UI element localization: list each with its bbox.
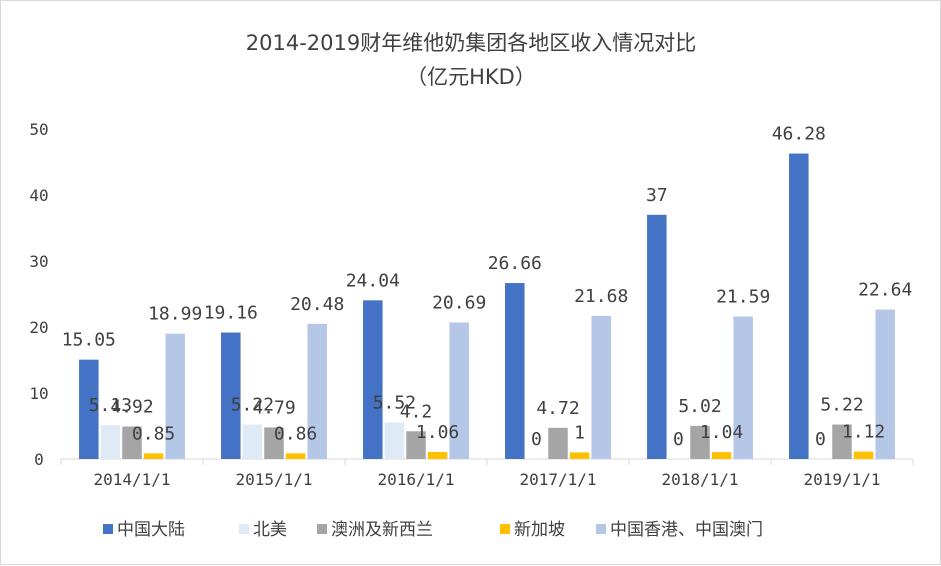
data-label: 22.64 (858, 280, 912, 301)
legend-label: 北美 (253, 520, 287, 540)
data-label: 4.2 (400, 401, 433, 422)
data-label: 0 (531, 429, 542, 450)
bar (832, 424, 852, 459)
bar (591, 315, 611, 459)
bar (733, 316, 753, 459)
bar (647, 214, 667, 459)
data-label: 24.04 (346, 270, 400, 291)
bar (384, 422, 405, 459)
bar (711, 452, 732, 459)
bar (264, 427, 284, 459)
x-tick-label: 2019/1/1 (803, 470, 880, 489)
bar (285, 453, 306, 459)
data-label: 1 (574, 422, 585, 443)
data-label: 5.22 (231, 395, 274, 416)
x-tick-label: 2016/1/1 (377, 470, 454, 489)
legend-swatch (239, 524, 249, 534)
data-label: 4.72 (536, 398, 579, 419)
bar (690, 425, 710, 459)
bar (307, 323, 327, 459)
data-label: 26.66 (488, 253, 542, 274)
bar (449, 322, 469, 459)
data-label: 0.86 (274, 423, 317, 444)
bar-series-group (79, 153, 895, 459)
y-tick-label: 0 (34, 450, 44, 469)
bar (165, 333, 185, 459)
data-label: 1.04 (700, 422, 743, 443)
bar (143, 453, 164, 459)
bar (853, 451, 874, 459)
bar (569, 452, 590, 459)
data-label: 0.85 (132, 423, 175, 444)
bar (122, 426, 142, 459)
x-tick-label: 2014/1/1 (93, 470, 170, 489)
y-tick-label: 40 (29, 186, 48, 205)
data-label: 20.69 (432, 292, 486, 313)
data-label: 15.05 (62, 330, 116, 351)
y-tick-label: 20 (29, 318, 48, 337)
data-label: 21.59 (716, 287, 770, 308)
data-label: 37 (646, 185, 668, 206)
legend-swatch (103, 524, 113, 534)
bar (875, 309, 895, 459)
bar (221, 332, 241, 459)
legend-swatch (596, 524, 606, 534)
bar (242, 424, 263, 459)
data-label: 0 (673, 429, 684, 450)
bar (505, 283, 525, 459)
data-label: 5.52 (373, 393, 416, 414)
y-axis: 0 10 20 30 40 50 (29, 120, 48, 469)
chart-subtitle: （亿元HKD） (406, 65, 536, 89)
legend-swatch (500, 524, 510, 534)
data-label: 0 (815, 429, 826, 450)
data-label: 19.16 (204, 303, 258, 324)
y-tick-label: 30 (29, 252, 48, 271)
x-tick-label: 2015/1/1 (235, 470, 312, 489)
bar (427, 452, 448, 459)
data-label: 4.92 (110, 397, 153, 418)
data-label: 20.48 (290, 294, 344, 315)
data-label: 4.79 (252, 397, 295, 418)
data-label: 5.13 (89, 395, 132, 416)
legend-label: 新加坡 (514, 520, 565, 540)
legend-label: 中国大陆 (117, 520, 185, 540)
chart-title: 2014-2019财年维他奶集团各地区收入情况对比 (246, 31, 696, 55)
bar (548, 427, 568, 459)
legend: 中国大陆 北美 澳洲及新西兰 新加坡 中国香港、中国澳门 (103, 520, 763, 540)
data-label-group: 15.05 19.16 24.04 26.66 37 46.28 5.13 5.22 5.52 0… (62, 124, 913, 450)
x-tick-label: 2018/1/1 (661, 470, 738, 489)
data-label: 1.06 (416, 422, 459, 443)
data-label: 46.28 (772, 124, 826, 145)
bar (100, 425, 121, 459)
legend-label: 澳洲及新西兰 (331, 520, 433, 540)
legend-swatch (317, 524, 327, 534)
bar (406, 431, 426, 459)
x-tick-label: 2017/1/1 (519, 470, 596, 489)
y-tick-label: 50 (29, 120, 48, 139)
bar (79, 359, 99, 459)
data-label: 5.02 (678, 396, 721, 417)
legend-label: 中国香港、中国澳门 (610, 520, 763, 540)
data-label: 18.99 (148, 304, 202, 325)
bar (363, 300, 383, 459)
data-label: 1.12 (842, 422, 885, 443)
x-axis: 2014/1/1 2015/1/1 2016/1/1 2017/1/1 2018/1/1… (60, 458, 914, 489)
y-tick-label: 10 (29, 384, 48, 403)
data-label: 21.68 (574, 286, 628, 307)
bar (789, 153, 809, 459)
data-label: 5.22 (820, 395, 863, 416)
